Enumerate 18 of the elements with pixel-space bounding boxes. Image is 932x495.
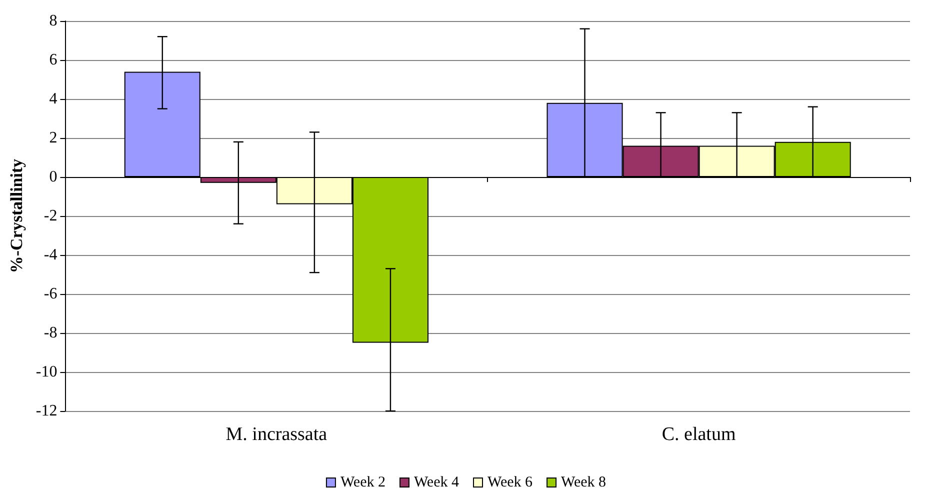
x-tick-label: M. incrassata <box>226 424 328 445</box>
y-tick-label: -12 <box>36 402 58 420</box>
y-tick-label: -8 <box>44 324 58 342</box>
y-tick-label: 8 <box>49 12 58 30</box>
y-tick-label: 6 <box>49 52 58 68</box>
x-tick-label: C. elatum <box>662 424 736 445</box>
y-tick-label: 0 <box>49 168 58 186</box>
y-tick-label: -6 <box>44 286 58 302</box>
legend-label: Week 4 <box>414 474 460 490</box>
y-tick-label: 4 <box>49 90 58 108</box>
legend-label: Week 2 <box>340 474 386 490</box>
y-tick-label: -2 <box>44 208 58 224</box>
y-tick-label: 2 <box>49 130 58 146</box>
legend-label: Week 8 <box>561 474 606 490</box>
y-axis-title: %-Crystallinity <box>7 158 26 274</box>
y-tick-label: -4 <box>44 246 58 264</box>
y-tick-label: -10 <box>36 364 58 380</box>
legend-label: Week 6 <box>488 474 534 490</box>
